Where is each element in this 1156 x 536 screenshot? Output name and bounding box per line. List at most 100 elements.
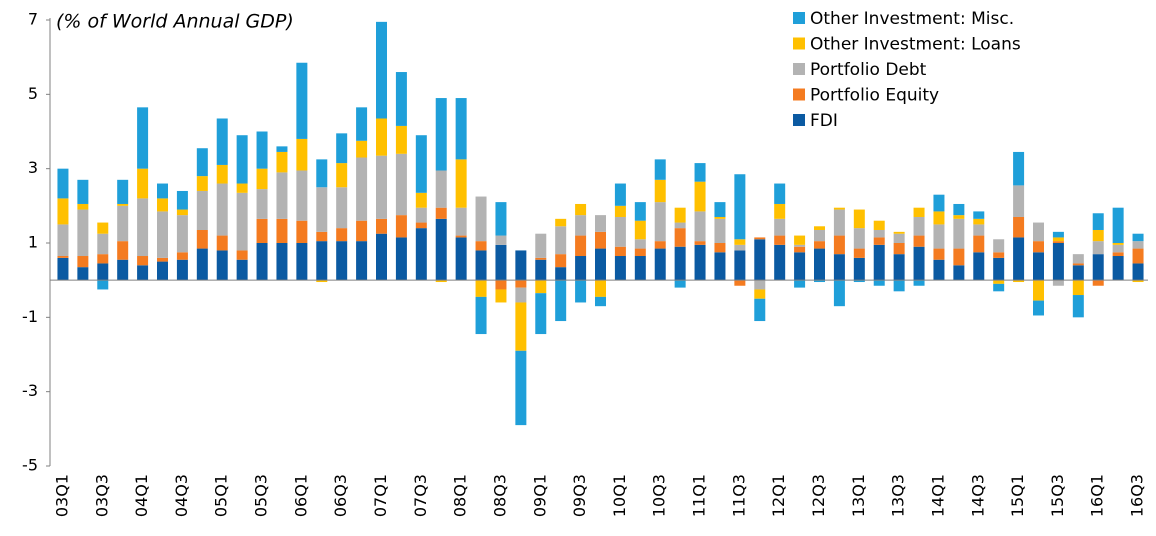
bar-segment bbox=[137, 168, 149, 199]
bar-segment bbox=[614, 246, 626, 257]
bar-segment bbox=[555, 226, 567, 255]
bar-segment bbox=[634, 239, 646, 249]
x-tick-label: 03Q1 bbox=[52, 474, 71, 517]
bar-segment bbox=[694, 181, 706, 212]
bar-segment bbox=[595, 296, 606, 307]
bar-segment bbox=[714, 216, 726, 219]
bar-segment bbox=[196, 176, 208, 191]
y-tick-label: -1 bbox=[22, 307, 38, 326]
bar-segment bbox=[853, 228, 865, 249]
bar-segment bbox=[515, 280, 527, 288]
x-tick-label: 10Q1 bbox=[610, 474, 629, 517]
bar-segment bbox=[774, 203, 786, 219]
bar-segment bbox=[714, 243, 726, 253]
bar-segment bbox=[336, 241, 348, 281]
bar-segment bbox=[216, 118, 228, 165]
bar-segment bbox=[754, 239, 766, 281]
bar-segment bbox=[137, 107, 149, 169]
legend-swatch bbox=[793, 88, 805, 101]
bar-segment bbox=[435, 170, 447, 208]
bar-segment bbox=[117, 203, 129, 206]
bar-segment bbox=[654, 202, 666, 242]
bar-segment bbox=[1052, 237, 1064, 242]
bar-segment bbox=[1092, 229, 1104, 242]
bar-segment bbox=[794, 252, 806, 281]
bar-segment bbox=[435, 280, 447, 283]
bar-segment bbox=[356, 220, 368, 242]
bar-segment bbox=[873, 229, 885, 238]
bar-segment bbox=[475, 280, 487, 297]
bar-segment bbox=[455, 237, 467, 281]
x-tick-label: 11Q1 bbox=[690, 474, 709, 517]
bar-segment bbox=[953, 218, 965, 249]
bar-segment bbox=[117, 259, 129, 281]
bar-segment bbox=[754, 298, 766, 322]
bar-segment bbox=[296, 170, 308, 221]
bar-segment bbox=[97, 233, 109, 255]
bar-segment bbox=[1132, 241, 1144, 249]
bar-segment bbox=[973, 218, 985, 225]
bar-segment bbox=[973, 235, 985, 253]
bar-segment bbox=[77, 203, 89, 210]
y-tick-label: -5 bbox=[22, 456, 38, 475]
bar-segment bbox=[455, 159, 467, 208]
bar-segment bbox=[833, 235, 845, 255]
bar-segment bbox=[1072, 265, 1084, 281]
x-tick-label: 15Q1 bbox=[1008, 474, 1027, 517]
bar-segment bbox=[137, 265, 149, 281]
x-tick-label: 09Q1 bbox=[530, 474, 549, 517]
bar-segment bbox=[1112, 244, 1124, 253]
bar-segment bbox=[933, 259, 945, 281]
bar-segment bbox=[893, 254, 905, 281]
bar-segment bbox=[833, 254, 845, 281]
x-tick-label: 11Q3 bbox=[729, 474, 748, 517]
bar-segment bbox=[853, 257, 865, 281]
bar-segment bbox=[734, 239, 746, 245]
bar-segment bbox=[634, 220, 646, 240]
bar-segment bbox=[236, 250, 248, 260]
y-tick-label: 7 bbox=[28, 10, 38, 29]
bar-segment bbox=[57, 257, 69, 281]
bar-segment bbox=[674, 280, 686, 288]
bar-segment bbox=[893, 231, 905, 234]
bar-segment bbox=[1112, 207, 1124, 243]
bar-segment bbox=[415, 135, 427, 193]
bar-segment bbox=[634, 256, 646, 281]
bar-segment bbox=[256, 189, 268, 219]
bar-segment bbox=[196, 190, 208, 230]
x-tick-label: 13Q3 bbox=[889, 474, 908, 517]
bar-segment bbox=[1132, 248, 1144, 264]
bar-segment bbox=[973, 252, 985, 281]
bar-segment bbox=[495, 235, 507, 245]
bar-segment bbox=[1072, 280, 1084, 296]
bar-segment bbox=[734, 280, 746, 286]
bar-segment bbox=[395, 153, 407, 216]
bar-segment bbox=[1072, 263, 1084, 266]
x-tick-label: 05Q3 bbox=[252, 474, 271, 517]
bar-segment bbox=[236, 192, 248, 251]
legend-swatch bbox=[793, 63, 805, 75]
bar-segment bbox=[216, 250, 228, 281]
bar-segment bbox=[714, 252, 726, 281]
bar-segment bbox=[256, 168, 268, 190]
bar-segment bbox=[276, 172, 288, 219]
bar-segment bbox=[77, 267, 89, 281]
legend-label: Other Investment: Misc. bbox=[810, 9, 1014, 29]
bar-segment bbox=[435, 207, 447, 219]
bar-segment bbox=[376, 233, 387, 281]
bar-segment bbox=[575, 215, 587, 236]
bar-segment bbox=[176, 215, 188, 253]
bar-segment bbox=[1052, 241, 1064, 243]
bar-segment bbox=[694, 163, 706, 182]
bar-segment bbox=[913, 216, 925, 236]
bar-segment bbox=[1013, 151, 1025, 186]
bar-segment bbox=[535, 293, 547, 335]
bar-segment bbox=[953, 248, 965, 266]
bar-segment bbox=[176, 259, 188, 281]
bar-segment bbox=[794, 246, 806, 253]
bar-segment bbox=[1052, 280, 1064, 286]
bar-segment bbox=[933, 211, 945, 225]
bar-segment bbox=[913, 207, 925, 217]
bar-segment bbox=[654, 179, 666, 203]
bar-segment bbox=[614, 256, 626, 281]
